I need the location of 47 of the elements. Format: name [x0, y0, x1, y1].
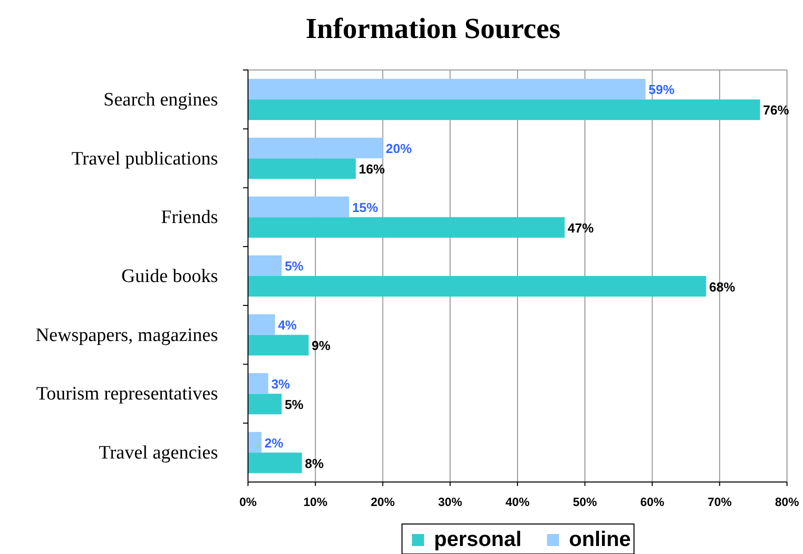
- bar: [248, 452, 302, 474]
- y-tick-label: Friends: [161, 207, 218, 228]
- x-tick-label: 70%: [708, 495, 732, 509]
- bar: [248, 99, 760, 120]
- y-tick-label: Travel agencies: [98, 442, 218, 464]
- chart-title: Information Sources: [306, 13, 560, 45]
- x-tick-label: 30%: [438, 495, 462, 509]
- data-label: 59%: [648, 82, 675, 98]
- data-label: 76%: [763, 102, 790, 118]
- legend-label: online: [569, 528, 631, 551]
- data-label: 68%: [709, 279, 736, 294]
- y-tick-label: Newspapers, magazines: [35, 324, 218, 346]
- bar: [248, 138, 383, 158]
- y-tick-label: Guide books: [121, 266, 218, 287]
- data-label: 15%: [352, 200, 379, 215]
- data-label: 5%: [284, 397, 304, 412]
- data-label: 4%: [278, 318, 298, 333]
- bar: [248, 432, 262, 453]
- data-label: 8%: [304, 456, 324, 471]
- bar: [248, 158, 356, 179]
- data-label: 9%: [312, 338, 331, 354]
- x-tick-label: 50%: [572, 495, 598, 509]
- data-label: 16%: [358, 162, 386, 177]
- bar: [248, 217, 565, 238]
- data-label: 5%: [284, 258, 304, 274]
- y-tick-label: Search engines: [104, 89, 218, 110]
- bar: [248, 255, 282, 276]
- bar: [248, 314, 275, 335]
- x-tick-label: 60%: [640, 495, 665, 509]
- x-tick-label: 10%: [303, 495, 328, 509]
- data-label: 47%: [568, 220, 594, 236]
- data-label: 3%: [271, 376, 290, 392]
- bar: [248, 394, 282, 414]
- x-tick-label: 20%: [370, 495, 396, 509]
- y-tick-label: Travel publications: [71, 148, 218, 170]
- x-tick-label: 0%: [239, 495, 257, 509]
- legend-label: personal: [434, 528, 522, 551]
- y-tick-label: Tourism representatives: [36, 384, 218, 405]
- x-tick-label: 80%: [774, 495, 800, 509]
- bar: [248, 334, 309, 356]
- bar: [248, 78, 646, 100]
- data-label: 20%: [386, 140, 412, 156]
- data-label: 2%: [264, 435, 284, 450]
- bar: [248, 373, 268, 394]
- bar: [248, 276, 706, 297]
- x-tick-label: 40%: [505, 495, 530, 509]
- bar: [248, 196, 350, 218]
